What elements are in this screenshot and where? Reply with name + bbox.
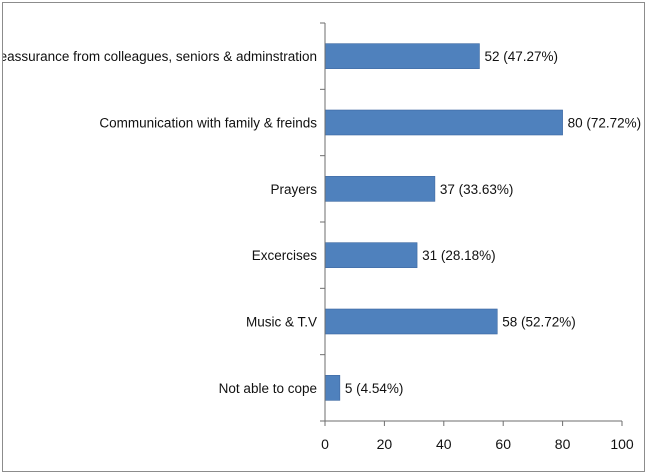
data-label: 37 (33.63%) [440,182,514,197]
data-label: 58 (52.72%) [502,315,576,330]
data-label: 5 (4.54%) [345,381,404,396]
category-label: Excercises [252,248,318,263]
bar [324,375,341,401]
x-tick-labels-group: 0 20 40 60 80 100 [321,436,634,452]
category-label: Music & T.V [246,315,317,330]
bar [324,308,498,335]
category-label: Prayers [270,182,317,197]
data-label: 52 (47.27%) [484,49,558,64]
x-tick-label: 100 [610,436,634,452]
data-label: 80 (72.72%) [568,116,642,131]
category-labels-group: Reassurance from colleagues, seniors & a… [3,49,317,396]
bar [324,176,436,202]
bar [324,242,418,268]
data-label: 31 (28.18%) [422,248,496,263]
axes-group [320,22,623,426]
bar [324,43,480,69]
x-tick-label: 60 [495,436,511,452]
bar [324,109,563,136]
category-label: Not able to cope [219,381,317,396]
x-tick-label: 80 [555,436,571,452]
bars-group [324,43,563,401]
category-label: Communication with family & freinds [99,116,317,131]
bar-chart: Reassurance from colleagues, seniors & a… [3,22,641,452]
x-tick-label: 40 [436,436,452,452]
category-label: Reassurance from colleagues, seniors & a… [3,49,317,64]
x-tick-label: 0 [321,436,329,452]
x-tick-label: 20 [377,436,393,452]
data-labels-group: 52 (47.27%) 80 (72.72%) 37 (33.63%) 31 (28.… [345,49,641,396]
